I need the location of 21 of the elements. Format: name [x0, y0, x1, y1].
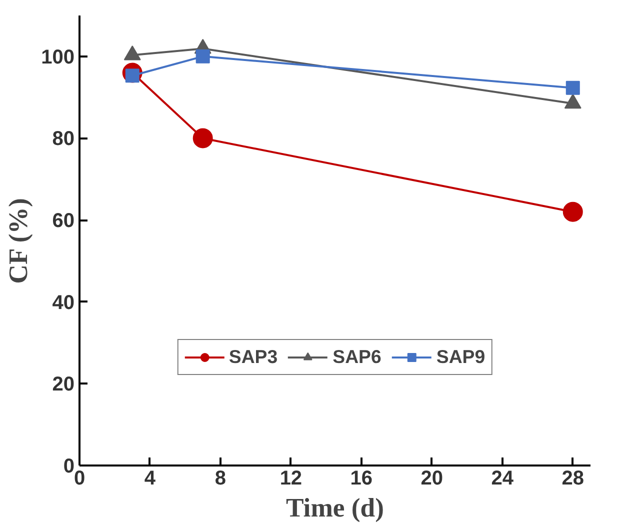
y-tick-label: 20 — [52, 374, 75, 396]
y-tick-label: 100 — [41, 46, 75, 68]
legend-label: SAP9 — [436, 346, 486, 368]
y-axis-title: CF (%) — [3, 198, 34, 284]
legend-label: SAP3 — [228, 346, 278, 368]
point — [192, 128, 213, 148]
x-tick-label: 16 — [350, 468, 373, 490]
x-tick-label: 20 — [420, 468, 444, 490]
x-tick-label: 24 — [491, 468, 514, 490]
x-tick-label: 28 — [562, 468, 584, 490]
x-tick-label: 8 — [214, 468, 226, 490]
point — [562, 202, 583, 222]
x-axis-title: Time (d) — [286, 492, 384, 522]
x-tick-label: 4 — [144, 468, 156, 490]
y-tick-label: 80 — [52, 128, 75, 150]
point — [196, 49, 210, 64]
legend-label: SAP6 — [332, 346, 382, 368]
point — [566, 80, 580, 95]
x-tick-label: 12 — [280, 468, 302, 490]
y-tick-label: 40 — [52, 292, 75, 314]
y-tick-label: 60 — [52, 210, 75, 232]
